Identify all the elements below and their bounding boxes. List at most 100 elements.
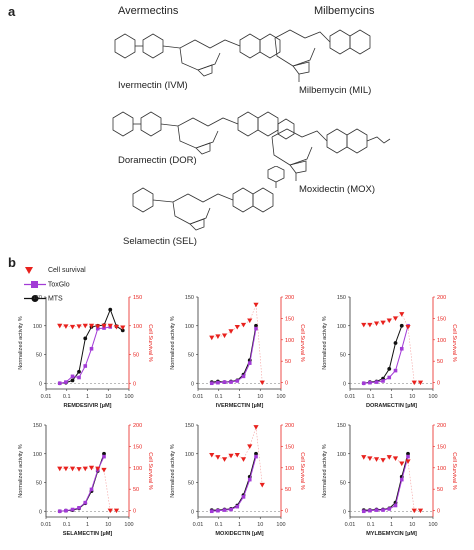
y-axis-label: Normalized activity % bbox=[18, 316, 24, 369]
mts-curve bbox=[211, 453, 257, 511]
moxidectin-structure bbox=[271, 128, 391, 181]
toxglo-point bbox=[89, 346, 94, 351]
x-tick-label: 10 bbox=[257, 522, 263, 528]
toxglo-point bbox=[77, 375, 81, 380]
mts-point bbox=[209, 508, 214, 512]
mts-point bbox=[222, 380, 227, 384]
y-tick-label: 50 bbox=[188, 353, 194, 359]
legend-mts: MTS bbox=[24, 294, 63, 303]
x-tick-label: 0.1 bbox=[367, 394, 375, 400]
y-axis-label: Normalized activity % bbox=[322, 444, 328, 497]
y2-axis-label: Cell Survival % bbox=[147, 324, 153, 362]
mts-point bbox=[399, 474, 404, 479]
cell-survival-point bbox=[234, 324, 240, 330]
cell-survival-point bbox=[367, 322, 373, 328]
y2-axis-label: Cell Survival % bbox=[451, 324, 457, 362]
x-tick-label: 0.01 bbox=[345, 522, 356, 528]
y2-tick-label: 100 bbox=[133, 324, 142, 330]
toxglo-point bbox=[393, 368, 398, 373]
square-marker-icon bbox=[24, 281, 46, 288]
y2-tick-label: 200 bbox=[437, 295, 446, 301]
legend-label: Cell survival bbox=[47, 267, 86, 275]
mts-curve bbox=[211, 325, 257, 383]
y-tick-label: 100 bbox=[33, 324, 42, 330]
y-tick-label: 0 bbox=[39, 381, 42, 387]
cell-survival-point bbox=[76, 467, 82, 472]
x-tick-label: 100 bbox=[124, 522, 133, 528]
x-axis-label: REMDESIVIR [µM] bbox=[64, 403, 112, 409]
mts-point bbox=[254, 451, 258, 456]
toxglo-point bbox=[361, 509, 366, 514]
cell-survival-point bbox=[101, 323, 107, 329]
x-axis-label: DORAMECTIN [µM] bbox=[366, 403, 417, 409]
cell-survival-point bbox=[107, 323, 113, 329]
cell-survival-point bbox=[240, 457, 247, 462]
ivermectin-label: Ivermectin (IVM) bbox=[118, 80, 188, 91]
x-tick-label: 10 bbox=[409, 522, 415, 528]
cell-survival-point bbox=[95, 466, 101, 472]
avermectins-title: Avermectins bbox=[118, 5, 179, 17]
x-tick-label: 1 bbox=[86, 394, 89, 400]
x-tick-label: 0.1 bbox=[63, 394, 71, 400]
mts-point bbox=[406, 451, 410, 456]
toxglo-point bbox=[406, 454, 410, 459]
y2-tick-label: 50 bbox=[285, 487, 291, 493]
toxglo-point bbox=[57, 509, 62, 514]
mts-point bbox=[381, 376, 385, 381]
toxglo-point bbox=[399, 477, 404, 482]
y-tick-label: 100 bbox=[185, 324, 194, 330]
cell-survival-point bbox=[417, 380, 424, 386]
toxglo-curve bbox=[59, 456, 105, 512]
mts-point bbox=[399, 323, 404, 328]
cell-survival-point bbox=[76, 324, 82, 329]
x-tick-label: 100 bbox=[428, 522, 437, 528]
cell-survival-line bbox=[59, 325, 123, 328]
legend-cell-survival: Cell survival bbox=[24, 266, 86, 275]
x-tick-label: 0.1 bbox=[215, 394, 223, 400]
cell-survival-point bbox=[399, 312, 405, 317]
y2-tick-label: 50 bbox=[437, 487, 443, 493]
mts-point bbox=[70, 508, 75, 512]
cell-survival-point bbox=[380, 320, 386, 326]
cell-survival-line bbox=[211, 427, 263, 485]
y2-tick-label: 150 bbox=[437, 444, 446, 450]
y-tick-label: 0 bbox=[343, 509, 346, 515]
toxglo-point bbox=[368, 508, 372, 513]
y2-tick-label: 150 bbox=[437, 316, 446, 322]
x-tick-label: 100 bbox=[276, 394, 285, 400]
y2-axis-label: Cell Survival % bbox=[299, 452, 305, 490]
cell-survival-point bbox=[221, 333, 228, 339]
cell-survival-point bbox=[392, 316, 399, 321]
cell-survival-line bbox=[59, 467, 117, 511]
cell-survival-point bbox=[69, 324, 76, 330]
toxglo-point bbox=[216, 508, 220, 513]
cell-survival-point bbox=[57, 466, 63, 472]
cell-survival-point bbox=[101, 467, 107, 473]
mts-point bbox=[393, 500, 398, 505]
mts-point bbox=[361, 381, 366, 386]
mts-point bbox=[89, 489, 94, 494]
mts-point bbox=[393, 341, 398, 345]
x-tick-label: 1 bbox=[86, 522, 89, 528]
toxglo-point bbox=[229, 380, 233, 384]
y-tick-label: 100 bbox=[337, 452, 346, 458]
y2-tick-label: 0 bbox=[285, 381, 288, 387]
toxglo-curve bbox=[363, 325, 409, 384]
ivermectin-structure bbox=[114, 33, 281, 77]
toxglo-point bbox=[393, 503, 398, 508]
cell-survival-point bbox=[247, 444, 253, 449]
y2-tick-label: 150 bbox=[285, 316, 294, 322]
cell-survival-point bbox=[411, 380, 417, 386]
cell-survival-point bbox=[367, 456, 373, 461]
x-tick-label: 10 bbox=[105, 522, 111, 528]
y-tick-label: 50 bbox=[36, 481, 42, 487]
moxidectin-label: Moxidectin (MOX) bbox=[299, 184, 376, 195]
x-tick-label: 0.01 bbox=[193, 394, 204, 400]
x-tick-label: 0.01 bbox=[41, 394, 52, 400]
toxglo-point bbox=[222, 508, 227, 512]
x-tick-label: 100 bbox=[124, 394, 133, 400]
mts-point bbox=[102, 451, 106, 456]
mts-point bbox=[102, 323, 106, 328]
mts-point bbox=[57, 509, 62, 514]
y2-tick-label: 150 bbox=[285, 444, 294, 450]
